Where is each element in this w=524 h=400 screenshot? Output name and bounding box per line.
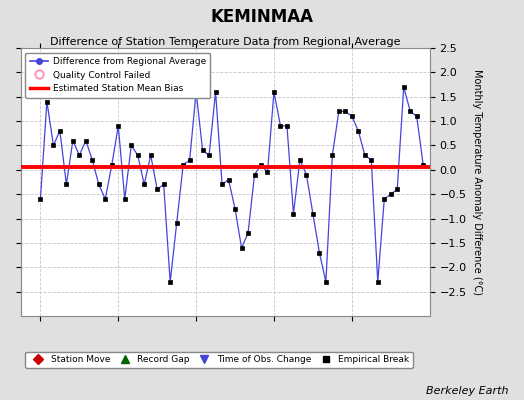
Text: Berkeley Earth: Berkeley Earth bbox=[426, 386, 508, 396]
Title: Difference of Station Temperature Data from Regional Average: Difference of Station Temperature Data f… bbox=[50, 37, 400, 47]
Y-axis label: Monthly Temperature Anomaly Difference (°C): Monthly Temperature Anomaly Difference (… bbox=[472, 69, 482, 295]
Legend: Station Move, Record Gap, Time of Obs. Change, Empirical Break: Station Move, Record Gap, Time of Obs. C… bbox=[26, 352, 413, 368]
Text: KEMINMAA: KEMINMAA bbox=[211, 8, 313, 26]
